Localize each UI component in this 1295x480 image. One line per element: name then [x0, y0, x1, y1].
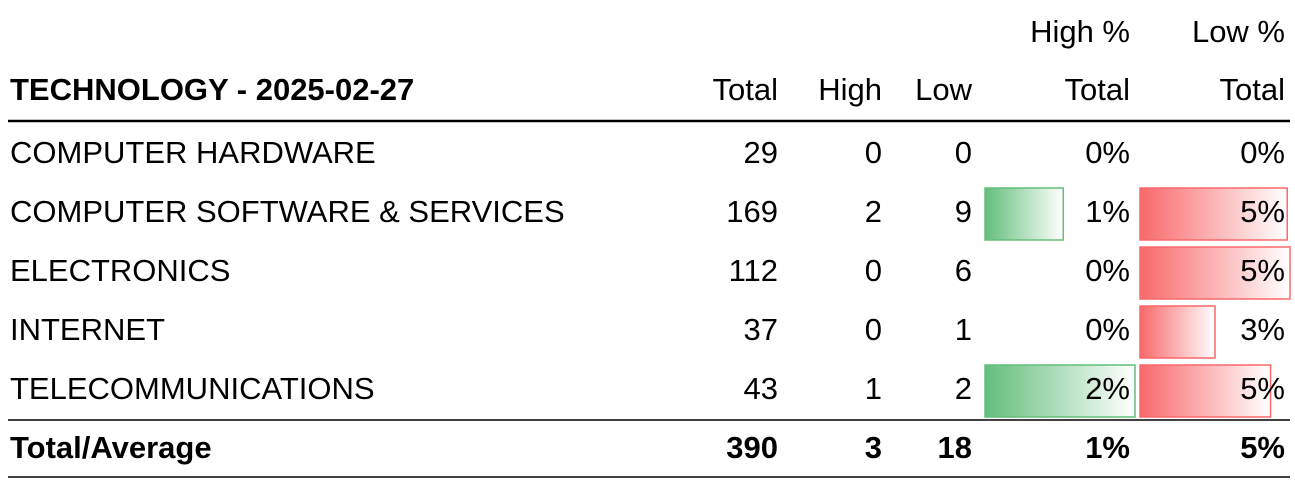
cell-value: 5% [1240, 194, 1285, 229]
data-bar [984, 364, 1136, 418]
cell-value: 2 [955, 371, 972, 406]
cell-value: 0% [1240, 135, 1285, 170]
total-value: 18 [938, 430, 972, 465]
total-value: 5% [1240, 430, 1285, 465]
cell-value: 43 [744, 371, 778, 406]
data-bar [1139, 187, 1288, 241]
cell-value: 0% [1085, 253, 1130, 288]
row-label: ELECTRONICS [10, 253, 230, 288]
cell-value: 5% [1240, 253, 1285, 288]
data-bar [1139, 364, 1272, 418]
cell-value: 0 [865, 253, 882, 288]
cell-value: 2% [1085, 371, 1130, 406]
data-bar [984, 187, 1065, 241]
column-header: Total [1220, 72, 1285, 107]
cell-value: 6 [955, 253, 972, 288]
cell-value: 0 [865, 135, 882, 170]
cell-value: 1% [1085, 194, 1130, 229]
cell-value: 5% [1240, 371, 1285, 406]
data-bars [984, 187, 1291, 418]
cell-value: 1 [955, 312, 972, 347]
cell-value: 9 [955, 194, 972, 229]
column-header: Low [915, 72, 972, 107]
cell-value: 37 [744, 312, 778, 347]
total-value: 390 [726, 430, 778, 465]
data-bar [1139, 305, 1216, 359]
total-label: Total/Average [10, 430, 212, 465]
row-label: TELECOMMUNICATIONS [10, 371, 375, 406]
cell-value: 0% [1085, 312, 1130, 347]
row-label: COMPUTER HARDWARE [10, 135, 376, 170]
column-header: Total [713, 72, 778, 107]
column-header: High [818, 72, 882, 107]
total-value: 3 [865, 430, 882, 465]
data-bar [1139, 246, 1291, 300]
cell-value: 0 [955, 135, 972, 170]
cell-value: 1 [865, 371, 882, 406]
cell-value: 29 [744, 135, 778, 170]
cell-value: 3% [1240, 312, 1285, 347]
cell-value: 0% [1085, 135, 1130, 170]
column-header: High % [1030, 14, 1130, 49]
row-label: INTERNET [10, 312, 165, 347]
table-title: TECHNOLOGY - 2025-02-27 [10, 72, 414, 107]
cell-value: 0 [865, 312, 882, 347]
cell-value: 2 [865, 194, 882, 229]
column-header: Low % [1192, 14, 1285, 49]
total-value: 1% [1085, 430, 1130, 465]
cell-value: 112 [729, 253, 778, 288]
cell-value: 169 [726, 194, 778, 229]
row-label: COMPUTER SOFTWARE & SERVICES [10, 194, 565, 229]
column-header: Total [1065, 72, 1130, 107]
